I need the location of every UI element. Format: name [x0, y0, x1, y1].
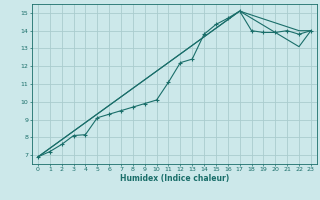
X-axis label: Humidex (Indice chaleur): Humidex (Indice chaleur)	[120, 174, 229, 183]
